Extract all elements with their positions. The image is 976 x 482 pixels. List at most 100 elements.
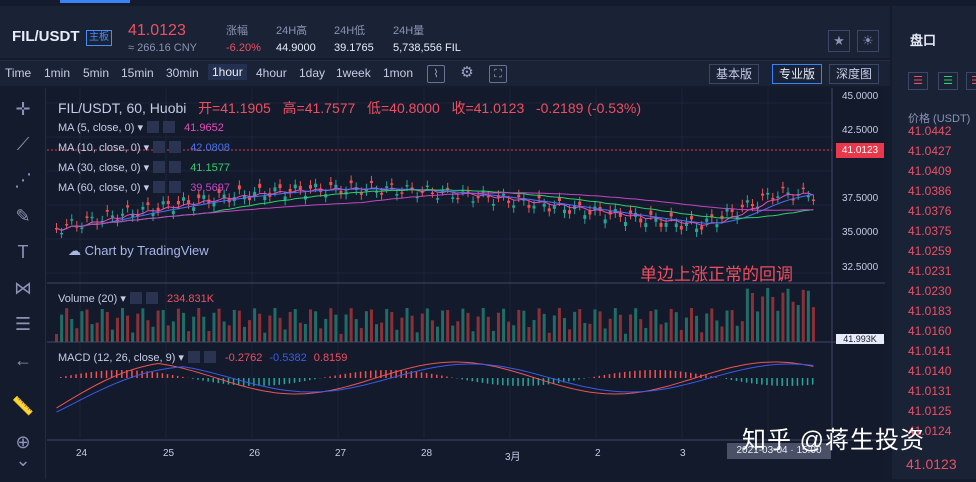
candle-body <box>182 197 185 200</box>
volume-bar <box>746 289 749 342</box>
volume-bar <box>695 316 698 342</box>
chart-annotation: 单边上涨正常的回调 <box>640 260 793 285</box>
view-pro-button[interactable]: 专业版 <box>772 64 822 84</box>
candle-body <box>751 204 754 206</box>
volume-bar <box>177 309 180 342</box>
chevron-down-icon[interactable]: ⌄ <box>11 448 35 472</box>
measure-icon[interactable]: ☰ <box>11 312 35 336</box>
ask-price[interactable]: 41.0183 <box>908 304 951 318</box>
volume-bar <box>436 327 439 342</box>
macd-bar <box>624 372 626 378</box>
trendline-icon[interactable]: ⟋ <box>11 132 35 156</box>
volume-bar <box>294 309 297 342</box>
ma60-legend[interactable]: MA (60, close, 0) ▾ 39.5697 <box>58 181 230 194</box>
candle-body <box>807 196 810 198</box>
volume-bar <box>324 319 327 342</box>
star-icon[interactable]: ★ <box>828 30 850 52</box>
book-bids-icon[interactable]: ☰ <box>938 72 958 90</box>
y-tick: 37.5000 <box>842 193 878 204</box>
text-icon[interactable]: T <box>11 240 35 264</box>
candle-body <box>624 222 627 226</box>
volume-bar <box>314 311 317 342</box>
volume-bar <box>517 310 520 342</box>
candle-body <box>604 219 607 223</box>
candle-body <box>85 216 88 218</box>
ask-price[interactable]: 41.0125 <box>908 404 951 418</box>
ask-price[interactable]: 41.0231 <box>908 264 951 278</box>
volume-bar <box>583 323 586 342</box>
crosshair-icon[interactable]: ✛ <box>11 97 35 121</box>
ask-price[interactable]: 41.0230 <box>908 284 951 298</box>
view-basic-button[interactable]: 基本版 <box>709 64 759 84</box>
tf-1mon[interactable]: 1mon <box>383 66 413 80</box>
macd-legend[interactable]: MACD (12, 26, close, 9) ▾ -0.2762 -0.538… <box>58 351 347 364</box>
macd-bar <box>472 378 474 381</box>
brush-icon[interactable]: ✎ <box>11 204 35 228</box>
volume-bar <box>715 320 718 342</box>
ask-price[interactable]: 41.0442 <box>908 124 951 138</box>
volume-bar <box>736 326 739 342</box>
volume-legend[interactable]: Volume (20) ▾ 234.831K <box>58 292 214 305</box>
macd-bar <box>334 376 336 378</box>
candle-body <box>314 184 317 187</box>
ask-price[interactable]: 41.0375 <box>908 224 951 238</box>
ask-price[interactable]: 41.0131 <box>908 384 951 398</box>
macd-bar <box>431 374 433 378</box>
volume-bar <box>477 317 480 342</box>
macd-bar <box>522 378 524 386</box>
candle-body <box>507 201 510 203</box>
tf-time[interactable]: Time <box>5 66 31 80</box>
settings-icon[interactable]: ⚙ <box>458 65 476 83</box>
pattern-icon[interactable]: ⋈ <box>11 276 35 300</box>
fullscreen-icon[interactable]: ⛶ <box>489 65 507 83</box>
book-both-icon[interactable]: ☰ <box>908 72 928 90</box>
tf-5min[interactable]: 5min <box>83 66 109 80</box>
view-depth-button[interactable]: 深度图 <box>829 64 879 84</box>
indicator-icon[interactable]: ⌇ <box>427 65 445 83</box>
ruler-icon[interactable]: 📏 <box>11 394 35 418</box>
candle-body <box>121 214 124 216</box>
volume-bar <box>233 310 236 342</box>
ask-price[interactable]: 41.0141 <box>908 344 951 358</box>
x-tick: 26 <box>249 448 260 459</box>
back-arrow-icon[interactable]: ← <box>11 348 35 372</box>
macd-bar <box>578 378 580 380</box>
tf-30min[interactable]: 30min <box>166 66 199 80</box>
tf-15min[interactable]: 15min <box>121 66 154 80</box>
ma30-legend[interactable]: MA (30, close, 0) ▾ 41.1577 <box>58 161 230 174</box>
ask-price[interactable]: 41.0409 <box>908 164 951 178</box>
ask-price[interactable]: 41.0427 <box>908 144 951 158</box>
volume-bar <box>60 315 63 342</box>
pair-name[interactable]: FIL/USDT <box>12 28 80 45</box>
macd-bar <box>568 378 570 381</box>
ask-price[interactable]: 41.0160 <box>908 324 951 338</box>
volume-bar <box>787 289 790 342</box>
price-legend: FIL/USDT, 60, Huobi 开=41.1905 高=41.7577 … <box>58 98 641 118</box>
book-asks-icon[interactable]: ☰ <box>966 72 976 90</box>
macd-bar <box>375 370 377 378</box>
ma10-legend[interactable]: MA (10, close, 0) ▾ 42.0808 <box>58 141 230 154</box>
tf-1hour[interactable]: 1hour <box>208 64 247 80</box>
volume-bar <box>268 316 271 342</box>
macd-bar <box>248 378 250 386</box>
ask-price[interactable]: 41.0259 <box>908 244 951 258</box>
candle-body <box>172 211 175 214</box>
tf-1min[interactable]: 1min <box>44 66 70 80</box>
ask-price[interactable]: 41.0140 <box>908 364 951 378</box>
theme-icon[interactable]: ☀ <box>857 30 879 52</box>
current-price-tag: 41.0123 <box>836 143 884 158</box>
macd-bar <box>355 372 357 378</box>
macd-bar <box>370 371 372 378</box>
fib-icon[interactable]: ⋰ <box>11 168 35 192</box>
tf-1week[interactable]: 1week <box>336 66 371 80</box>
ma5-legend[interactable]: MA (5, close, 0) ▾ 41.9652 <box>58 121 224 134</box>
volume-bar <box>279 318 282 342</box>
ask-price[interactable]: 41.0376 <box>908 204 951 218</box>
macd-bar <box>416 372 418 378</box>
macd-bar <box>675 371 677 378</box>
tf-4hour[interactable]: 4hour <box>256 66 287 80</box>
candle-body <box>527 205 530 208</box>
ask-price[interactable]: 41.0386 <box>908 184 951 198</box>
candle-body <box>665 223 668 227</box>
tf-1day[interactable]: 1day <box>299 66 325 80</box>
